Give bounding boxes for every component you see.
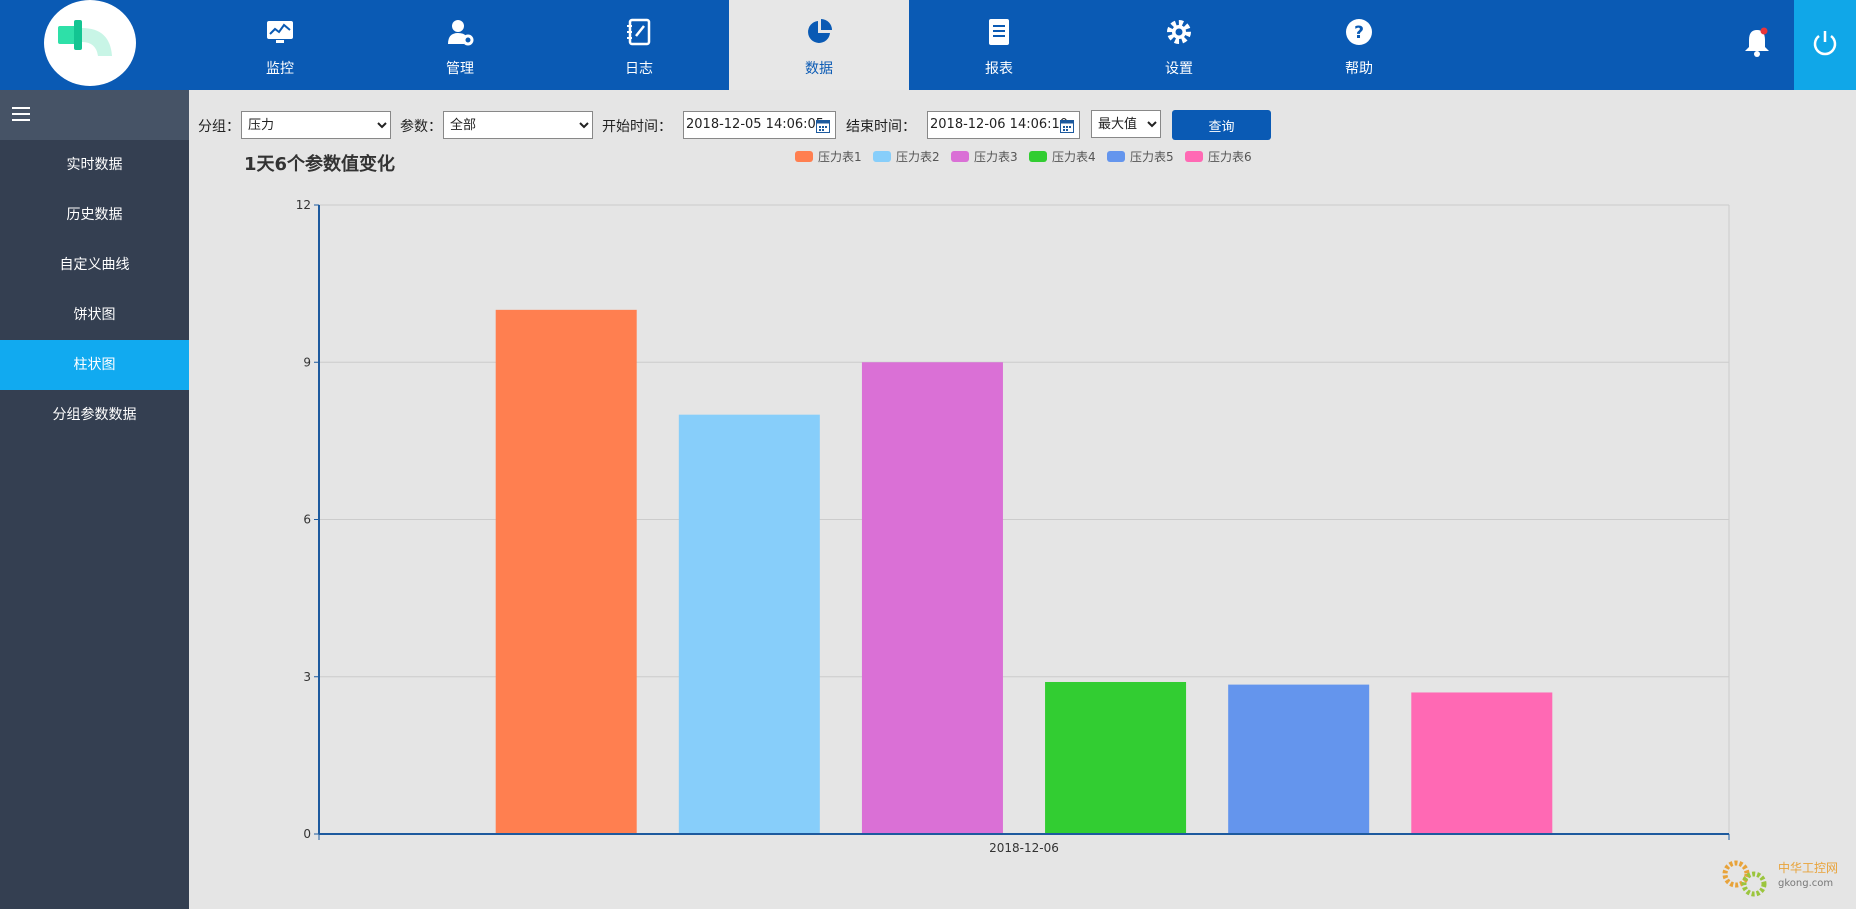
- nav-item-log[interactable]: 日志: [549, 0, 729, 90]
- sidebar-item-pie[interactable]: 饼状图: [73, 307, 116, 323]
- y-tick-label: 12: [296, 198, 311, 212]
- nav-label: 日志: [625, 61, 653, 77]
- param-label: 参数：: [400, 119, 442, 135]
- calendar-icon[interactable]: [1060, 119, 1074, 133]
- notebook-icon: [627, 18, 651, 46]
- legend-label: 压力表6: [1208, 150, 1252, 164]
- legend-swatch: [795, 151, 813, 162]
- group-label: 分组：: [198, 119, 240, 135]
- legend-item[interactable]: 压力表5: [1107, 149, 1174, 165]
- end-time-input[interactable]: 2018-12-06 14:06:10: [927, 111, 1080, 139]
- legend-swatch: [873, 151, 891, 162]
- top-navigation-bar: 监控 管理 日志 数据 报表 设置 ? 帮助: [0, 0, 1856, 90]
- nav-label: 报表: [985, 61, 1013, 77]
- sidebar-item-group-params[interactable]: 分组参数数据: [52, 407, 137, 423]
- legend-swatch: [1029, 151, 1047, 162]
- query-button[interactable]: 查询: [1172, 110, 1271, 140]
- sidebar-item-realtime[interactable]: 实时数据: [66, 157, 123, 173]
- legend-label: 压力表4: [1052, 150, 1096, 164]
- sidebar-item-history[interactable]: 历史数据: [66, 207, 123, 223]
- bar: [678, 414, 820, 834]
- nav-label: 数据: [805, 61, 833, 77]
- calendar-icon[interactable]: [816, 119, 830, 133]
- start-time-label: 开始时间：: [602, 119, 672, 135]
- legend-label: 压力表3: [974, 150, 1018, 164]
- monitor-chart-icon: [267, 21, 293, 43]
- legend-item[interactable]: 压力表1: [795, 149, 862, 165]
- legend-label: 压力表1: [818, 150, 862, 164]
- bell-icon[interactable]: [1742, 26, 1772, 58]
- legend-swatch: [951, 151, 969, 162]
- legend-label: 压力表5: [1130, 150, 1174, 164]
- user-gear-icon: [448, 20, 474, 46]
- aggregate-select[interactable]: 最大值: [1091, 110, 1161, 138]
- legend-swatch: [1107, 151, 1125, 162]
- bar: [1411, 692, 1553, 834]
- start-time-value: 2018-12-05 14:06:05: [686, 117, 825, 132]
- y-tick-label: 6: [303, 513, 311, 527]
- power-button[interactable]: [1794, 0, 1856, 90]
- menu-icon[interactable]: [12, 106, 30, 122]
- app-logo: [44, 0, 136, 86]
- legend-item[interactable]: 压力表6: [1185, 149, 1252, 165]
- nav-item-data[interactable]: 数据: [729, 0, 909, 90]
- legend-item[interactable]: 压力表2: [873, 149, 940, 165]
- svg-text:gkong.com: gkong.com: [1778, 878, 1833, 889]
- pie-chart-icon: [808, 19, 832, 43]
- group-select[interactable]: 压力: [241, 111, 391, 139]
- bar: [495, 309, 637, 834]
- nav-label: 监控: [266, 61, 294, 77]
- nav-item-report[interactable]: 报表: [909, 0, 1089, 90]
- y-tick-label: 0: [303, 827, 311, 841]
- power-icon: [1813, 31, 1837, 56]
- chart-title: 1天6个参数值变化: [244, 154, 396, 175]
- gear-icon: [1167, 20, 1191, 44]
- bar: [1045, 681, 1187, 834]
- y-tick-label: 3: [303, 670, 311, 684]
- nav-item-monitor[interactable]: 监控: [190, 0, 370, 90]
- end-time-value: 2018-12-06 14:06:10: [930, 117, 1069, 132]
- svg-text:中华工控网: 中华工控网: [1778, 860, 1838, 875]
- sidebar-header: [0, 90, 189, 140]
- x-tick-label: 2018-12-06: [989, 841, 1059, 855]
- bar: [1228, 684, 1370, 834]
- nav-item-manage[interactable]: 管理: [370, 0, 550, 90]
- watermark-logo: 中华工控网 gkong.com: [1722, 860, 1838, 897]
- legend-item[interactable]: 压力表3: [951, 149, 1018, 165]
- legend-item[interactable]: 压力表4: [1029, 149, 1096, 165]
- end-time-label: 结束时间：: [846, 119, 916, 135]
- nav-item-help[interactable]: ? 帮助: [1269, 0, 1449, 90]
- sidebar-item-custom-curve[interactable]: 自定义曲线: [59, 257, 130, 273]
- svg-text:?: ?: [1354, 23, 1364, 43]
- sidebar-item-bar[interactable]: 柱状图: [0, 340, 189, 390]
- nav-label: 设置: [1165, 61, 1193, 77]
- param-select[interactable]: 全部: [443, 111, 593, 139]
- start-time-input[interactable]: 2018-12-05 14:06:05: [683, 111, 836, 139]
- legend-label: 压力表2: [896, 150, 940, 164]
- help-icon: ?: [1346, 19, 1372, 45]
- nav-label: 管理: [446, 61, 474, 77]
- document-icon: [989, 19, 1009, 45]
- nav-label: 帮助: [1345, 61, 1373, 77]
- y-tick-label: 9: [303, 355, 311, 369]
- legend-swatch: [1185, 151, 1203, 162]
- bar: [861, 362, 1003, 834]
- nav-item-settings[interactable]: 设置: [1089, 0, 1269, 90]
- sidebar: 实时数据 历史数据 自定义曲线 饼状图 柱状图 分组参数数据: [0, 90, 189, 909]
